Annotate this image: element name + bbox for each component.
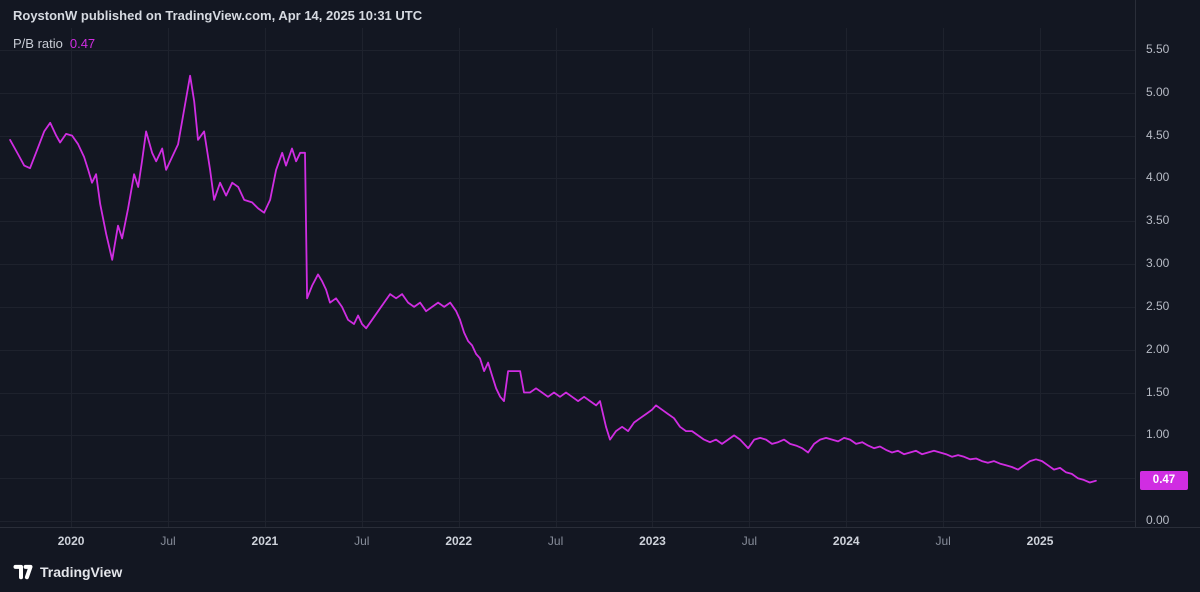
x-axis-label: 2020: [57, 534, 85, 548]
chart-plot-area[interactable]: [0, 0, 1135, 527]
x-axis-label: Jul: [935, 534, 951, 548]
time-axis[interactable]: 2020 Jul 2021 Jul 2022 Jul 2023 Jul 2024 Jul 2025: [0, 527, 1200, 556]
x-axis-label: Jul: [160, 534, 176, 548]
x-axis-label: Jul: [547, 534, 564, 548]
y-axis-label: 5.50: [1146, 42, 1170, 56]
y-axis-label: 2.00: [1146, 341, 1170, 356]
y-axis-label: 2.50: [1146, 298, 1170, 313]
x-axis-label: Jul: [354, 534, 370, 548]
x-axis-label: 2022: [445, 534, 473, 548]
x-axis-label: 2024: [832, 534, 860, 548]
tradingview-wordmark[interactable]: TradingView: [40, 564, 123, 580]
x-axis-label: 2021: [251, 534, 279, 548]
y-axis-label: 5.00: [1146, 84, 1170, 99]
price-axis[interactable]: 0.47 5.50 5.00 4.50 4.00 3.50 3.00 2.50 2.00 1.5…: [1135, 0, 1200, 527]
y-axis-label: 1.00: [1146, 427, 1170, 442]
footer-branding: TradingView: [13, 560, 122, 584]
gridlines: [0, 28, 1135, 527]
x-axis-label: Jul: [741, 534, 758, 548]
series-legend: P/B ratio 0.47: [13, 36, 95, 51]
series-last-value: 0.47: [69, 36, 96, 51]
y-axis-label: 1.50: [1146, 384, 1170, 399]
y-axis-label: 3.50: [1146, 213, 1170, 228]
y-axis-label: 0.00: [1146, 513, 1170, 527]
publish-info-text: RoystonW published on TradingView.com, A…: [13, 8, 423, 23]
x-axis-label: 2025: [1026, 534, 1054, 548]
y-axis-label: 4.00: [1146, 170, 1170, 185]
last-price-badge: 0.47: [1140, 471, 1188, 491]
x-axis-label: 2023: [639, 534, 666, 548]
pb-ratio-line: [9, 74, 1097, 484]
y-axis-label: 4.50: [1146, 127, 1170, 142]
y-axis-label: 3.00: [1146, 256, 1170, 271]
tradingview-logo-icon[interactable]: [13, 562, 33, 582]
series-title: P/B ratio: [13, 36, 63, 51]
